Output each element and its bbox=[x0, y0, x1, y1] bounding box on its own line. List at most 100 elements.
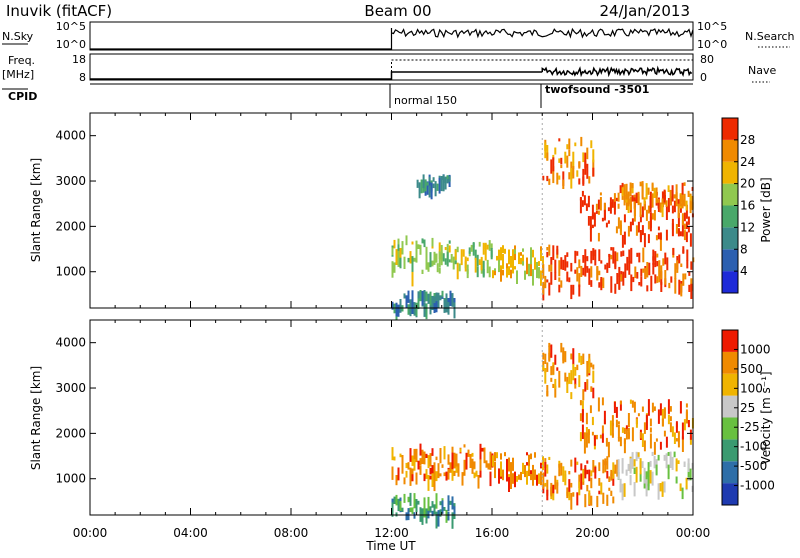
data-cell bbox=[585, 432, 588, 448]
data-cell bbox=[593, 435, 596, 446]
data-cell bbox=[409, 492, 412, 506]
data-cell bbox=[630, 274, 633, 292]
data-cell bbox=[528, 469, 530, 477]
data-cell bbox=[393, 456, 396, 461]
data-cell bbox=[599, 192, 602, 196]
colorbar-tick-label: 28 bbox=[740, 133, 755, 147]
data-cell bbox=[613, 193, 616, 210]
data-cell bbox=[498, 256, 500, 273]
data-cell bbox=[581, 190, 584, 197]
data-cell bbox=[637, 221, 640, 233]
data-cell bbox=[641, 406, 644, 412]
data-cell bbox=[588, 176, 591, 184]
velocity-colorbar: 1000 500 100 25 -25 -100 -500 -1000 bbox=[721, 329, 775, 506]
data-cell bbox=[548, 456, 551, 460]
data-cell bbox=[627, 413, 630, 427]
data-cell bbox=[659, 234, 662, 251]
data-cell bbox=[675, 192, 678, 202]
data-cell bbox=[440, 245, 443, 260]
data-cell bbox=[528, 466, 530, 470]
data-cell bbox=[615, 406, 618, 418]
data-cell bbox=[633, 207, 636, 222]
data-cell bbox=[453, 452, 456, 469]
data-cell bbox=[578, 375, 581, 388]
data-cell bbox=[560, 462, 563, 476]
data-cell bbox=[687, 420, 690, 428]
data-cell bbox=[645, 183, 648, 200]
data-cell bbox=[687, 458, 690, 472]
data-cell bbox=[463, 459, 466, 476]
data-cell bbox=[596, 266, 599, 281]
colorbar-tick-label: 25 bbox=[740, 401, 755, 415]
data-cell bbox=[445, 471, 448, 481]
data-cell bbox=[617, 437, 620, 442]
data-cell bbox=[554, 272, 557, 280]
data-cell bbox=[663, 430, 666, 437]
data-cell bbox=[588, 268, 591, 285]
data-cell bbox=[635, 466, 638, 483]
data-cell bbox=[451, 293, 454, 307]
data-cell bbox=[464, 260, 467, 272]
data-cell bbox=[431, 510, 434, 517]
data-cell bbox=[548, 244, 551, 256]
data-cell bbox=[680, 283, 683, 297]
data-cell bbox=[464, 256, 467, 264]
data-cell bbox=[486, 244, 489, 250]
data-cell bbox=[641, 183, 644, 200]
data-cell bbox=[440, 176, 443, 192]
data-cell bbox=[536, 262, 538, 279]
data-cell bbox=[645, 479, 648, 497]
data-cell bbox=[681, 195, 684, 202]
data-cell bbox=[643, 422, 646, 434]
data-cell bbox=[626, 256, 629, 271]
data-cell bbox=[562, 466, 565, 482]
data-cell bbox=[476, 254, 479, 267]
nave-label: Nave bbox=[748, 64, 776, 77]
velocity-heatmap bbox=[391, 320, 694, 529]
data-cell bbox=[477, 475, 480, 489]
data-cell bbox=[629, 187, 632, 197]
colorbar-tick-label: 8 bbox=[740, 242, 748, 256]
colorbar-tick-label: -25 bbox=[740, 420, 760, 434]
data-cell bbox=[604, 458, 607, 473]
data-cell bbox=[672, 247, 675, 255]
data-cell bbox=[532, 471, 534, 486]
data-cell bbox=[653, 406, 656, 411]
data-cell bbox=[407, 304, 410, 315]
data-cell bbox=[560, 342, 563, 353]
data-cell bbox=[395, 500, 398, 506]
colorbar-segment bbox=[722, 417, 738, 440]
data-cell bbox=[631, 218, 634, 226]
data-cell bbox=[615, 226, 618, 234]
data-cell bbox=[550, 366, 553, 376]
data-cell bbox=[629, 221, 632, 232]
data-cell bbox=[540, 270, 542, 286]
data-cell bbox=[676, 260, 679, 273]
data-cell bbox=[653, 441, 656, 455]
freq-strip: Freq. [MHz] 18 8 80 0 Nave bbox=[2, 53, 776, 84]
data-cell bbox=[574, 367, 577, 376]
data-cell bbox=[608, 476, 611, 482]
data-cell bbox=[417, 298, 420, 310]
data-cell bbox=[425, 453, 428, 458]
data-cell bbox=[415, 302, 418, 317]
data-cell bbox=[419, 290, 422, 302]
data-cell bbox=[458, 263, 461, 272]
data-cell bbox=[682, 273, 685, 286]
data-cell bbox=[611, 415, 614, 426]
data-cell bbox=[591, 224, 594, 229]
data-cell bbox=[631, 195, 634, 202]
data-cell bbox=[609, 420, 612, 436]
data-cell bbox=[566, 381, 569, 393]
data-cell bbox=[532, 249, 534, 258]
data-cell bbox=[620, 251, 623, 257]
data-cell bbox=[552, 383, 555, 388]
data-cell bbox=[423, 454, 426, 465]
data-cell bbox=[584, 249, 587, 259]
data-cell bbox=[687, 190, 690, 197]
data-cell bbox=[582, 389, 585, 401]
data-cell bbox=[638, 282, 641, 286]
data-cell bbox=[435, 301, 438, 313]
data-cell bbox=[613, 201, 616, 215]
data-cell bbox=[667, 464, 670, 480]
